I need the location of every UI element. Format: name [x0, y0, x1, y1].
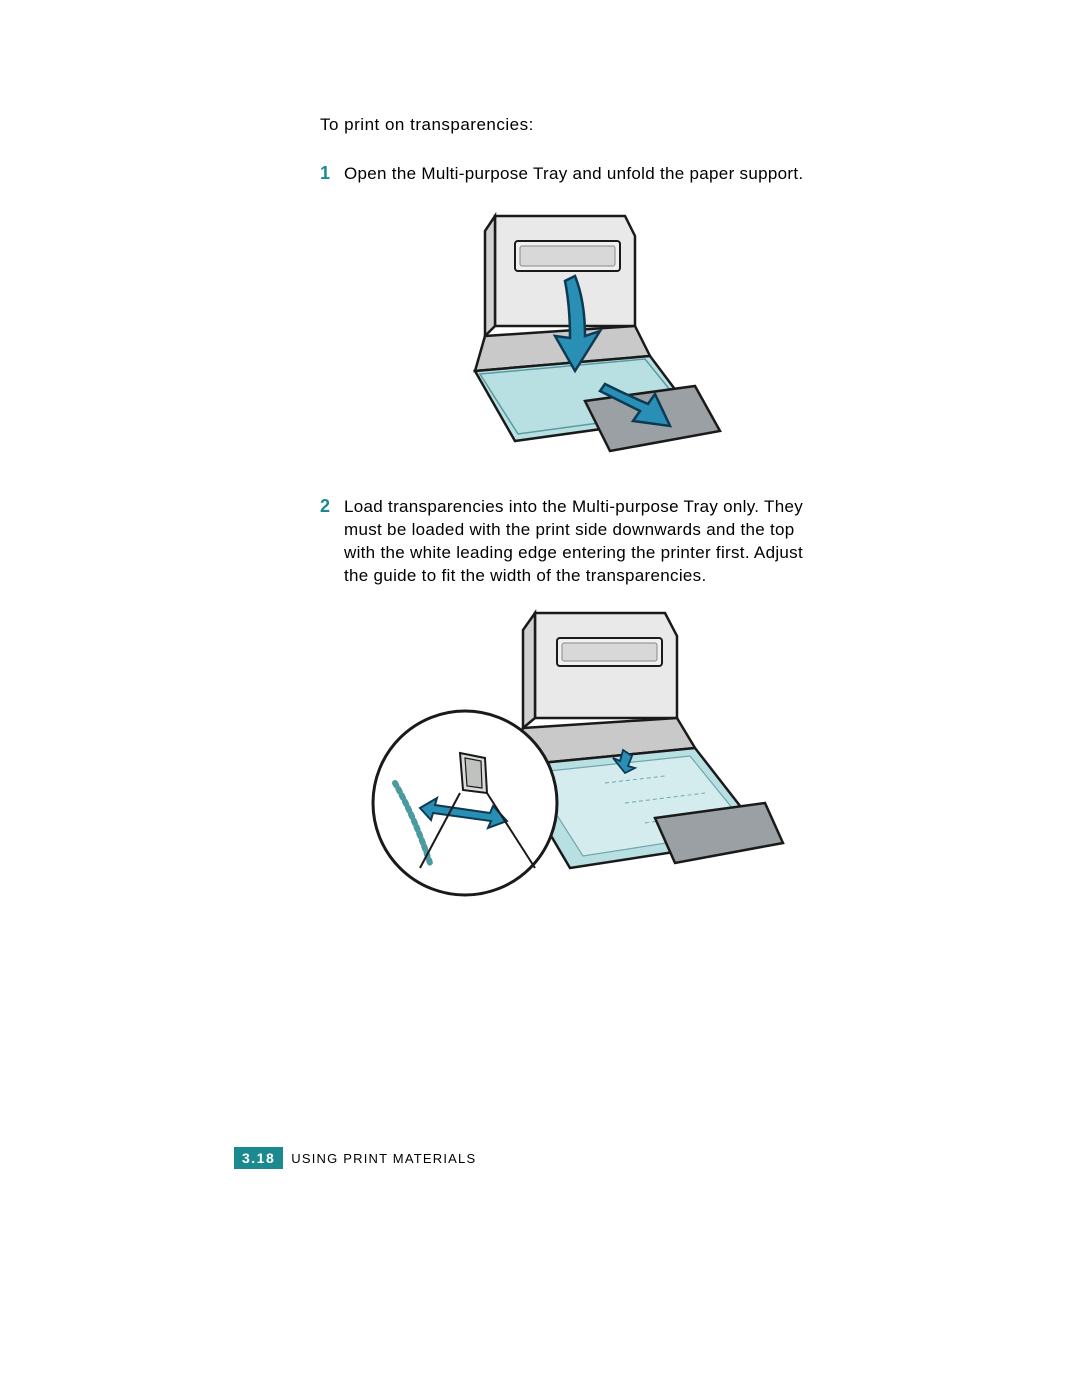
- step-1: 1 Open the Multi-purpose Tray and unfold…: [320, 163, 830, 186]
- footer-section-title: USING PRINT MATERIALS: [291, 1151, 476, 1166]
- printer-open-tray-illustration: [425, 206, 725, 466]
- step-number: 1: [320, 163, 344, 184]
- page-footer: 3.18 USING PRINT MATERIALS: [234, 1147, 476, 1169]
- figure-2: [320, 608, 830, 918]
- step-text: Open the Multi-purpose Tray and unfold t…: [344, 163, 803, 186]
- step-text: Load transparencies into the Multi-purpo…: [344, 496, 830, 588]
- step-2: 2 Load transparencies into the Multi-pur…: [320, 496, 830, 588]
- page-number-badge: 3.18: [234, 1147, 283, 1169]
- figure-1: [320, 206, 830, 466]
- printer-load-transparencies-illustration: [365, 608, 785, 918]
- intro-text: To print on transparencies:: [320, 115, 830, 135]
- step-number: 2: [320, 496, 344, 517]
- page-content: To print on transparencies: 1 Open the M…: [320, 115, 830, 948]
